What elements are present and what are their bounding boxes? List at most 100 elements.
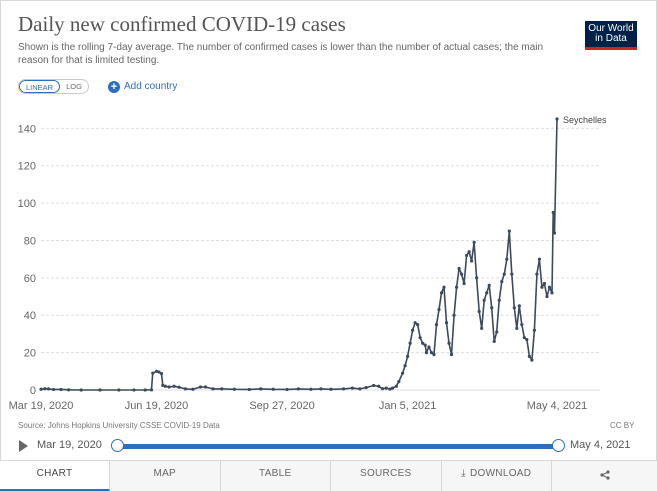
data-point [247, 387, 252, 392]
data-point [449, 352, 454, 357]
y-tick-label: 80 [24, 235, 36, 247]
data-point [232, 387, 236, 391]
data-point [271, 387, 275, 391]
data-point [545, 294, 549, 299]
data-point [400, 371, 405, 375]
data-point [377, 384, 381, 388]
series-label: Seychelles [563, 115, 607, 125]
data-point [432, 352, 436, 357]
data-point [161, 383, 165, 387]
data-point [394, 384, 398, 388]
data-point [59, 387, 63, 392]
timeline-start-label: Mar 19, 2020 [37, 439, 102, 451]
data-point [437, 308, 441, 312]
timeline-slider[interactable]: Mar 19, 2020 May 4, 2021 [0, 436, 657, 456]
data-point [452, 313, 456, 317]
data-point [507, 229, 511, 233]
x-tick-label: Sep 27, 2020 [249, 400, 314, 412]
data-point [525, 337, 529, 342]
scale-log-button[interactable]: LOG [66, 82, 82, 91]
timeline-end-label: May 4, 2021 [570, 439, 631, 451]
source-note[interactable]: Source: Johns Hopkins University CSSE CO… [18, 421, 220, 430]
data-point [413, 321, 417, 325]
data-point [510, 272, 514, 276]
data-point [397, 379, 401, 384]
data-point [149, 388, 154, 392]
data-point [472, 240, 476, 244]
tab-download-label: DOWNLOAD [469, 468, 532, 479]
data-point [319, 387, 323, 391]
timeline-end-handle[interactable] [552, 439, 565, 452]
timeline-track[interactable] [117, 444, 558, 449]
data-point [220, 387, 224, 391]
data-point [477, 309, 481, 314]
tab-download[interactable]: ⤓ DOWNLOAD [442, 461, 552, 491]
data-point [117, 388, 121, 392]
scale-linear-button[interactable]: LINEAR [19, 80, 61, 93]
data-point [350, 386, 354, 390]
data-point [177, 385, 181, 389]
data-point [329, 387, 333, 391]
data-point [512, 306, 516, 310]
data-point [285, 387, 289, 392]
data-point [132, 388, 136, 392]
data-point [522, 336, 526, 340]
y-tick-label: 0 [30, 385, 36, 397]
data-point [527, 354, 531, 358]
data-point [505, 257, 509, 261]
data-point [411, 328, 415, 332]
data-point [454, 285, 459, 289]
data-point [390, 386, 395, 390]
license-link[interactable]: CC BY [610, 421, 635, 430]
tab-share[interactable] [552, 461, 657, 491]
data-point [143, 388, 147, 392]
data-point [532, 328, 537, 332]
data-point [487, 283, 491, 287]
data-point [555, 117, 559, 121]
data-point [480, 326, 484, 330]
plus-icon: + [108, 80, 120, 93]
scale-toggle[interactable]: LINEAR LOG [18, 79, 89, 94]
add-country-label: Add country [124, 81, 178, 92]
data-point [183, 387, 187, 391]
data-point [444, 321, 449, 325]
data-point [439, 291, 444, 295]
data-point [151, 371, 155, 375]
add-country-button[interactable]: + Add country [108, 79, 177, 94]
chart-title: Daily new confirmed COVID-19 cases [18, 12, 346, 36]
data-point [388, 387, 392, 391]
data-point [429, 351, 434, 355]
data-point [154, 369, 159, 373]
y-tick-label: 20 [24, 348, 36, 360]
data-point [520, 322, 524, 327]
data-point [43, 387, 47, 391]
data-point [98, 388, 102, 392]
x-tick-label: May 4, 2021 [527, 400, 588, 412]
data-point [46, 387, 51, 391]
data-point [465, 253, 469, 258]
data-point [309, 387, 313, 391]
data-point [203, 385, 208, 389]
data-point [462, 281, 466, 286]
data-point [495, 330, 499, 334]
data-point [427, 345, 431, 349]
data-point [424, 351, 429, 355]
data-point [39, 387, 43, 391]
data-point [67, 388, 71, 392]
owid-logo[interactable]: Our World in Data [585, 21, 637, 50]
tab-sources[interactable]: SOURCES [331, 461, 442, 491]
data-point [517, 304, 521, 308]
timeline-start-handle[interactable] [111, 439, 124, 452]
data-point [470, 259, 474, 263]
series-line [40, 118, 558, 391]
tab-table[interactable]: TABLE [221, 461, 331, 491]
tab-chart[interactable]: CHART [0, 461, 110, 491]
data-point [535, 272, 539, 276]
data-point [416, 322, 420, 327]
data-point [467, 250, 471, 254]
data-point [500, 280, 504, 284]
play-icon[interactable] [19, 440, 28, 452]
tab-map[interactable]: MAP [110, 461, 221, 491]
data-point [341, 387, 346, 391]
logo-line-2: in Data [595, 33, 627, 44]
